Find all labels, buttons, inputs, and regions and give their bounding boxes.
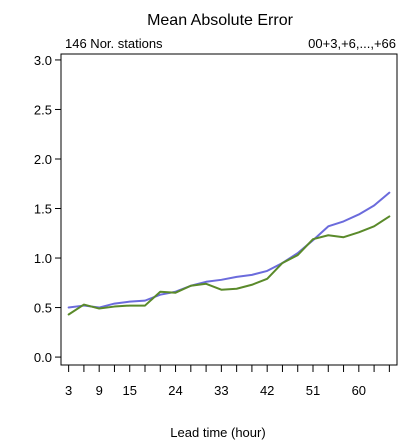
x-tick-label: 9 xyxy=(96,383,103,398)
y-tick-label: 2.5 xyxy=(34,102,52,117)
y-tick-label: 2.0 xyxy=(34,152,52,167)
x-axis-label: Lead time (hour) xyxy=(170,425,265,440)
x-tick-label: 15 xyxy=(122,383,136,398)
chart-subtitle-right: 00+3,+6,...,+66 xyxy=(308,36,396,51)
chart-subtitle-left: 146 Nor. stations xyxy=(65,36,163,51)
series-line-1 xyxy=(67,191,391,309)
y-tick-label: 1.5 xyxy=(34,202,52,217)
x-tick-label: 51 xyxy=(306,383,320,398)
plot-frame xyxy=(60,53,398,366)
y-tick-label: 3.0 xyxy=(34,53,52,68)
series-layer xyxy=(67,191,391,316)
x-tick-label: 60 xyxy=(352,383,366,398)
y-axis: 0.0 0.5 1.0 1.5 2.0 2.5 3.0 xyxy=(34,53,61,365)
x-tick-label: 42 xyxy=(260,383,274,398)
series-line-2 xyxy=(67,215,391,316)
x-tick-label: 3 xyxy=(65,383,72,398)
x-tick-label: 33 xyxy=(214,383,228,398)
y-tick-label: 0.5 xyxy=(34,301,52,316)
y-tick-label: 0.0 xyxy=(34,350,52,365)
x-tick-label: 24 xyxy=(168,383,182,398)
x-axis: 3 9 15 24 33 42 51 60 xyxy=(65,365,390,398)
chart-title: Mean Absolute Error xyxy=(147,12,294,29)
y-tick-label: 1.0 xyxy=(34,251,52,266)
